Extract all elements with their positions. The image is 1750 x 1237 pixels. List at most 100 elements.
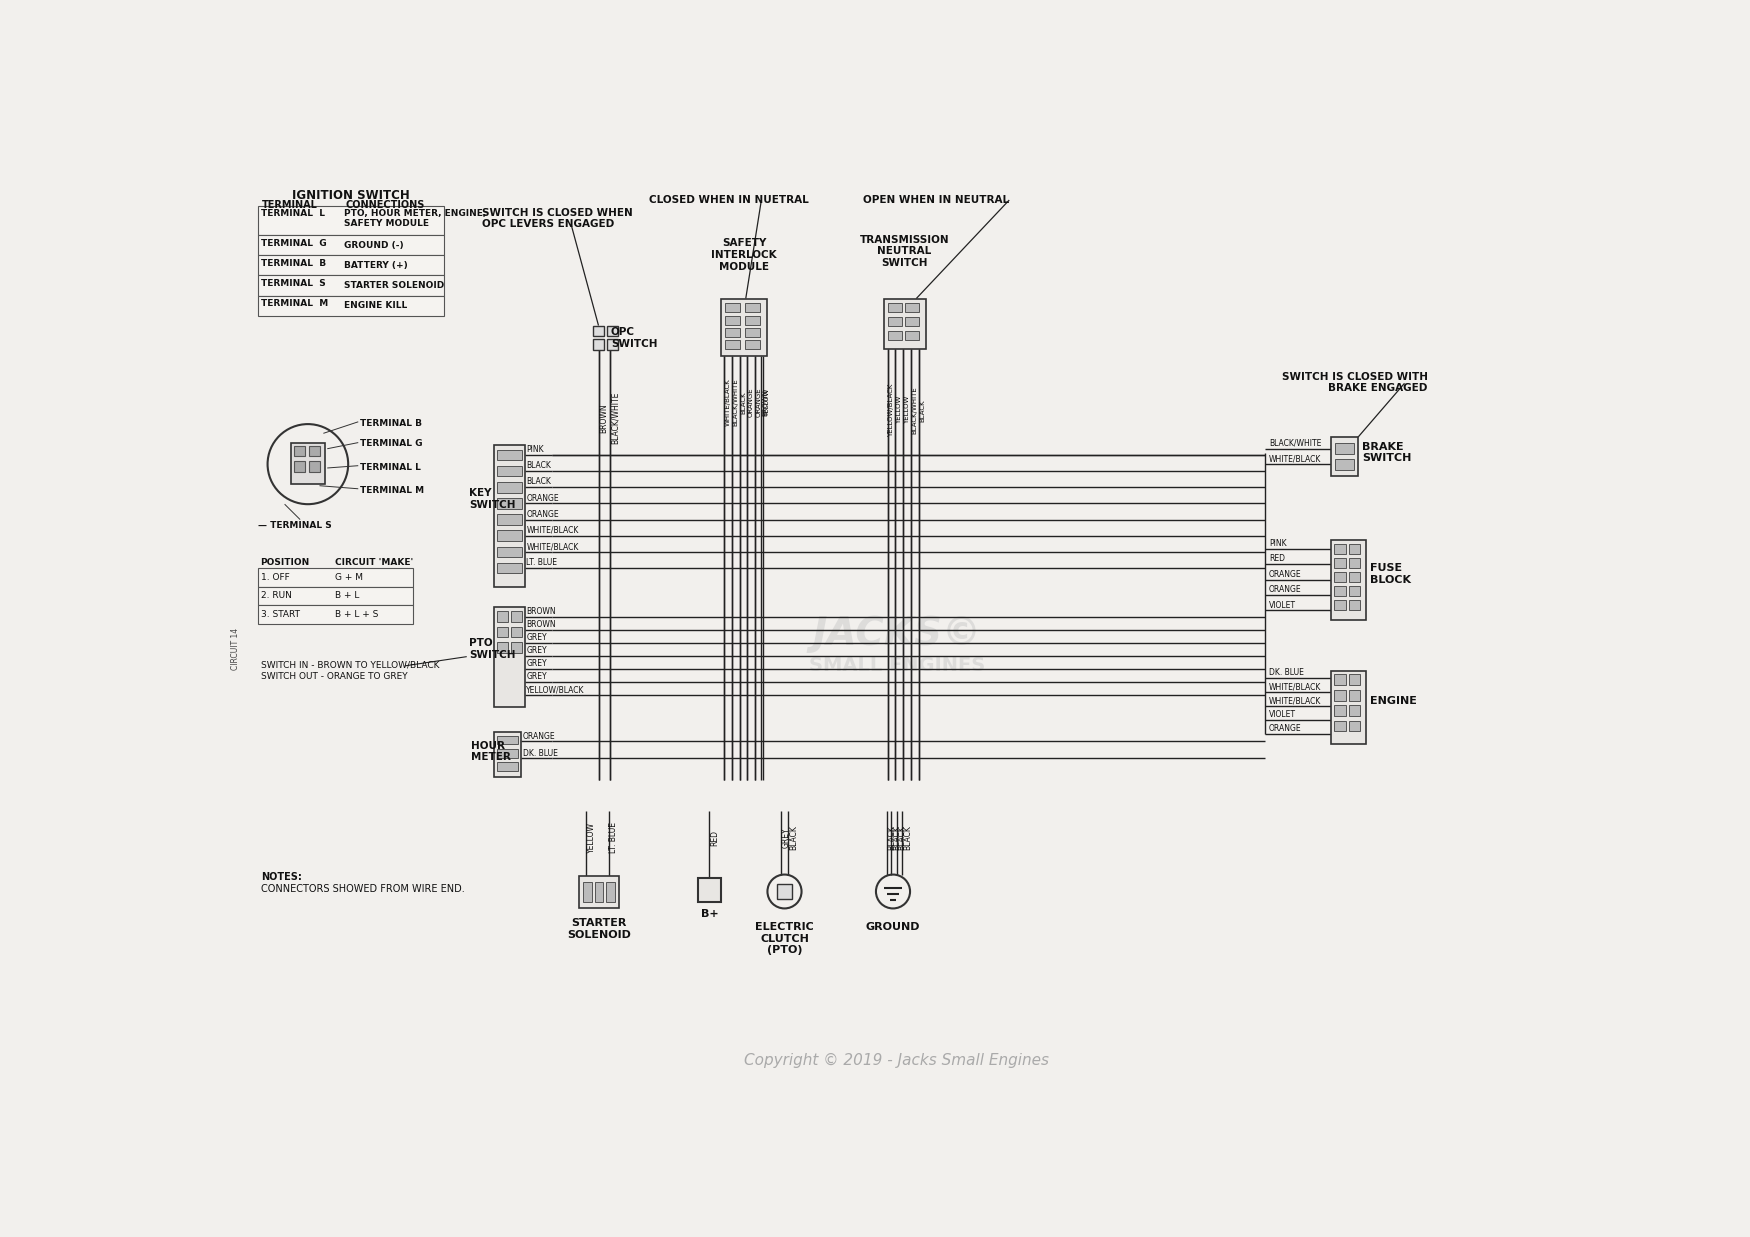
Bar bbox=[1349, 705, 1360, 716]
Text: OPC
SWITCH: OPC SWITCH bbox=[611, 327, 658, 349]
Text: WHITE/BLACK: WHITE/BLACK bbox=[724, 379, 732, 427]
Bar bbox=[1332, 670, 1365, 743]
Bar bbox=[724, 315, 740, 325]
Bar bbox=[511, 627, 522, 637]
Bar bbox=[1334, 586, 1346, 596]
Text: BLACK: BLACK bbox=[919, 398, 926, 422]
Bar bbox=[1334, 600, 1346, 610]
Text: BLACK: BLACK bbox=[887, 825, 896, 850]
Text: ORANGE: ORANGE bbox=[527, 510, 558, 518]
Bar bbox=[290, 443, 326, 484]
Bar bbox=[1349, 558, 1360, 568]
Text: IGNITION SWITCH: IGNITION SWITCH bbox=[292, 189, 410, 203]
Bar bbox=[1334, 558, 1346, 568]
Bar bbox=[1349, 720, 1360, 731]
Text: STARTER SOLENOID: STARTER SOLENOID bbox=[345, 281, 444, 289]
Bar bbox=[905, 332, 919, 340]
Bar bbox=[257, 568, 413, 586]
Text: CONNECTORS SHOWED FROM WIRE END.: CONNECTORS SHOWED FROM WIRE END. bbox=[261, 883, 466, 894]
Bar bbox=[310, 445, 320, 456]
Text: LT. BLUE: LT. BLUE bbox=[609, 823, 618, 854]
Bar bbox=[1335, 443, 1354, 454]
Bar bbox=[887, 303, 901, 313]
Bar bbox=[310, 461, 320, 471]
Bar bbox=[497, 515, 522, 524]
Text: BLACK: BLACK bbox=[789, 825, 798, 850]
Bar bbox=[746, 328, 761, 338]
Text: TERMINAL  B: TERMINAL B bbox=[261, 259, 326, 267]
Text: TERMINAL  L: TERMINAL L bbox=[261, 209, 324, 218]
Text: TERMINAL L: TERMINAL L bbox=[360, 463, 420, 471]
Text: WHITE/BLACK: WHITE/BLACK bbox=[1269, 454, 1321, 464]
Text: LT. BLUE: LT. BLUE bbox=[527, 558, 558, 568]
Text: YELLOW: YELLOW bbox=[763, 388, 770, 417]
Text: DK. BLUE: DK. BLUE bbox=[523, 748, 558, 757]
Bar bbox=[294, 445, 304, 456]
Text: RED: RED bbox=[1269, 554, 1284, 564]
Text: GREY: GREY bbox=[527, 633, 548, 642]
Text: GREY: GREY bbox=[527, 646, 548, 656]
Text: WHITE/BLACK: WHITE/BLACK bbox=[527, 526, 579, 534]
Text: STARTER
SOLENOID: STARTER SOLENOID bbox=[567, 918, 632, 940]
Bar bbox=[1334, 690, 1346, 700]
Bar bbox=[777, 883, 793, 899]
Text: BROWN: BROWN bbox=[598, 403, 609, 433]
Text: ENGINE: ENGINE bbox=[1370, 696, 1416, 706]
Text: DK. BLUE: DK. BLUE bbox=[1269, 668, 1304, 678]
Text: YELLOW: YELLOW bbox=[903, 396, 910, 424]
Text: BROWN: BROWN bbox=[527, 620, 556, 628]
Bar bbox=[1349, 571, 1360, 581]
Text: — TERMINAL S: — TERMINAL S bbox=[257, 521, 331, 531]
Text: CIRCUIT 14: CIRCUIT 14 bbox=[231, 628, 240, 670]
Text: BLACK/WHITE: BLACK/WHITE bbox=[1269, 439, 1321, 448]
Text: VIOLET: VIOLET bbox=[1269, 710, 1295, 719]
Text: BRAKE
SWITCH: BRAKE SWITCH bbox=[1362, 442, 1410, 464]
Text: BROWN: BROWN bbox=[527, 607, 556, 616]
Text: SWITCH IN - BROWN TO YELLOW/BLACK: SWITCH IN - BROWN TO YELLOW/BLACK bbox=[261, 661, 439, 669]
Bar bbox=[497, 547, 522, 558]
Text: SWITCH IS CLOSED WHEN
OPC LEVERS ENGAGED: SWITCH IS CLOSED WHEN OPC LEVERS ENGAGED bbox=[483, 208, 634, 229]
Bar bbox=[1334, 720, 1346, 731]
Text: ORANGE: ORANGE bbox=[1269, 724, 1302, 732]
Text: BLACK: BLACK bbox=[892, 825, 901, 850]
Bar bbox=[497, 762, 518, 771]
Bar bbox=[257, 256, 443, 276]
Bar bbox=[1332, 539, 1365, 621]
Text: PINK: PINK bbox=[1269, 539, 1286, 548]
Text: OPEN WHEN IN NEUTRAL: OPEN WHEN IN NEUTRAL bbox=[863, 194, 1010, 204]
Bar bbox=[493, 732, 522, 777]
Text: YELLOW/BLACK: YELLOW/BLACK bbox=[889, 383, 894, 437]
Text: BLACK/WHITE: BLACK/WHITE bbox=[611, 392, 620, 444]
Bar bbox=[497, 642, 507, 653]
Bar bbox=[497, 563, 522, 574]
Text: ORANGE: ORANGE bbox=[1269, 585, 1302, 594]
Text: B + L: B + L bbox=[334, 591, 359, 600]
Bar bbox=[497, 611, 507, 622]
Text: KEY
SWITCH: KEY SWITCH bbox=[469, 487, 516, 510]
Bar bbox=[497, 465, 522, 476]
Bar bbox=[1334, 544, 1346, 554]
Text: TERMINAL M: TERMINAL M bbox=[360, 486, 424, 495]
Text: WHITE/BLACK: WHITE/BLACK bbox=[527, 542, 579, 552]
Text: YELLOW: YELLOW bbox=[896, 396, 901, 424]
Text: ENGINE KILL: ENGINE KILL bbox=[345, 301, 408, 310]
Bar bbox=[294, 461, 304, 471]
Text: SAFETY
INTERLOCK
MODULE: SAFETY INTERLOCK MODULE bbox=[712, 239, 777, 272]
Bar bbox=[746, 303, 761, 313]
Bar bbox=[607, 339, 618, 350]
Text: BLACK: BLACK bbox=[527, 477, 551, 486]
Bar bbox=[497, 499, 522, 508]
Text: CONNECTIONS: CONNECTIONS bbox=[345, 200, 425, 210]
Bar bbox=[1334, 674, 1346, 685]
Text: ORANGE: ORANGE bbox=[523, 731, 555, 741]
Bar bbox=[1349, 600, 1360, 610]
Bar bbox=[905, 303, 919, 313]
Bar bbox=[1334, 705, 1346, 716]
Text: TERMINAL: TERMINAL bbox=[261, 200, 317, 210]
Bar bbox=[746, 315, 761, 325]
Bar bbox=[493, 606, 525, 706]
Text: WHITE/BLACK: WHITE/BLACK bbox=[1269, 683, 1321, 691]
Text: WHITE/BLACK: WHITE/BLACK bbox=[1269, 696, 1321, 705]
Text: BROWN: BROWN bbox=[761, 390, 768, 416]
Text: JACKS©: JACKS© bbox=[812, 615, 982, 653]
